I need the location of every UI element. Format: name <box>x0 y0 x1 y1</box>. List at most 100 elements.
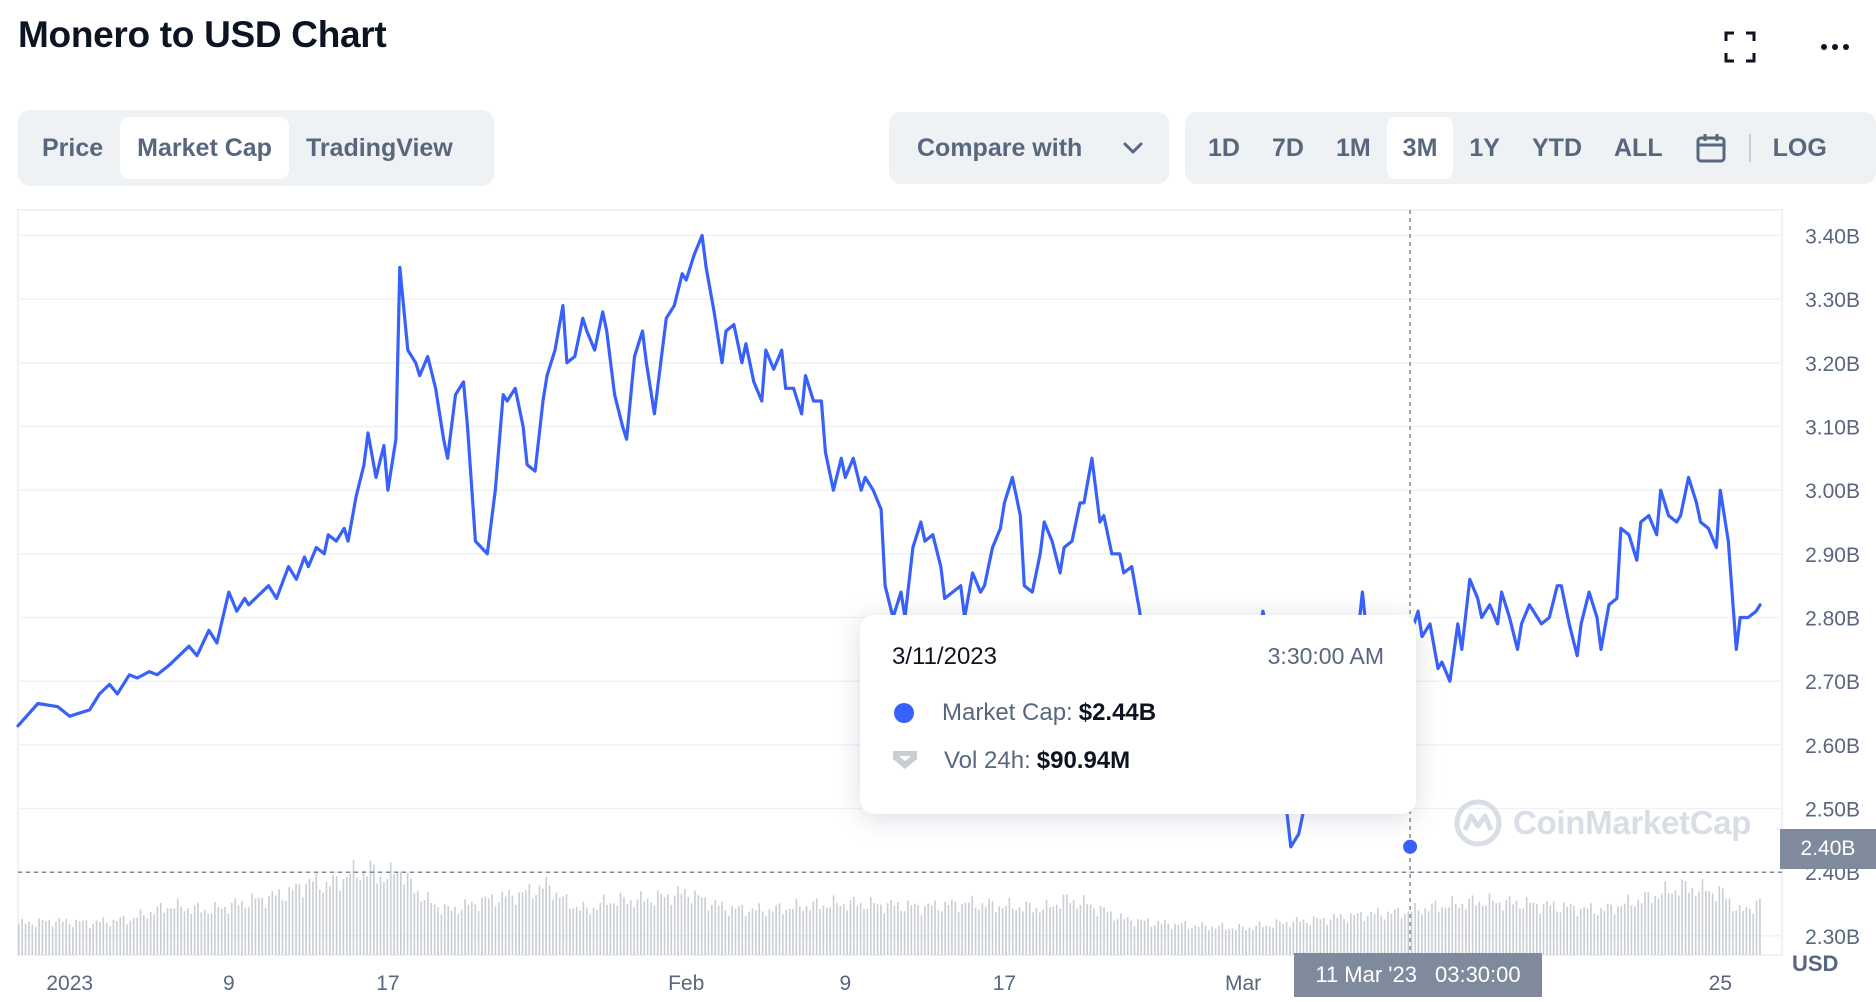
volume-bar <box>812 901 815 955</box>
volume-bar <box>1177 924 1180 955</box>
log-scale-toggle[interactable]: LOG <box>1772 133 1827 162</box>
volume-bar <box>207 913 209 955</box>
more-button[interactable] <box>1813 25 1857 69</box>
volume-bar <box>308 878 311 955</box>
y-tick-label: 2.80B <box>1805 608 1860 631</box>
market-cap-chart[interactable]: 2.30B 2.40B 2.50B 2.60B 2.70B 2.80B 2.90B 3.00B… <box>0 200 1876 1002</box>
range-3m[interactable]: 3M <box>1386 117 1454 179</box>
volume-bar <box>119 917 122 955</box>
volume-bar <box>58 917 61 955</box>
volume-bar <box>197 902 199 955</box>
x-tick-label: 17 <box>993 972 1016 995</box>
volume-bar <box>234 898 236 955</box>
range-7d[interactable]: 7D <box>1271 133 1304 162</box>
volume-bar <box>1211 926 1214 955</box>
volume-bar <box>1187 928 1190 955</box>
volume-bar <box>21 918 23 955</box>
volume-bar <box>1732 911 1734 955</box>
market-cap-line <box>16 233 1762 849</box>
volume-bar <box>474 904 477 955</box>
volume-bar <box>109 926 111 955</box>
volume-bar <box>555 892 558 955</box>
tab-market-cap[interactable]: Market Cap <box>120 117 289 179</box>
volume-bar <box>937 910 940 955</box>
volume-bar <box>1360 912 1362 955</box>
volume-bar <box>755 910 757 955</box>
volume-bar <box>849 900 852 955</box>
volume-bar <box>1468 899 1470 955</box>
fullscreen-button[interactable] <box>1718 25 1762 69</box>
volume-bar <box>1617 906 1619 955</box>
volume-bar <box>650 902 652 955</box>
volume-bar <box>751 908 754 955</box>
date-range-button[interactable] <box>1679 117 1743 179</box>
volume-bar <box>761 911 764 955</box>
range-1y[interactable]: 1Y <box>1469 133 1500 162</box>
volume-bar <box>1062 894 1065 955</box>
volume-bar <box>592 907 595 955</box>
volume-bar <box>839 906 842 955</box>
volume-bar <box>102 917 105 955</box>
volume-bar <box>636 899 639 955</box>
volume-bar <box>1241 926 1244 955</box>
volume-bar <box>643 901 646 955</box>
volume-bar <box>1627 894 1629 955</box>
volume-bar <box>105 922 108 955</box>
volume-bar <box>1448 907 1450 955</box>
volume-bar <box>731 906 733 955</box>
volume-bar <box>1008 897 1011 955</box>
volume-bar <box>525 890 527 955</box>
volume-bar <box>1437 911 1440 955</box>
volume-bar <box>190 913 193 955</box>
volume-bar <box>1282 924 1285 955</box>
volume-bar <box>28 921 30 955</box>
volume-bar <box>34 926 37 955</box>
tab-tradingview[interactable]: TradingView <box>305 133 453 162</box>
volume-bar <box>589 914 591 955</box>
y-tick-label: 3.10B <box>1805 416 1860 439</box>
volume-bar <box>1082 895 1085 955</box>
range-1m[interactable]: 1M <box>1335 133 1371 162</box>
volume-bar <box>247 907 250 955</box>
volume-bar <box>447 906 449 955</box>
volume-bar <box>897 902 899 955</box>
range-all[interactable]: ALL <box>1614 133 1663 162</box>
volume-bar <box>1410 911 1413 955</box>
volume-bar <box>545 876 548 955</box>
volume-bar <box>1397 907 1399 955</box>
x-tick-label: 2023 <box>46 972 93 995</box>
range-1d[interactable]: 1D <box>1208 133 1240 162</box>
volume-bar <box>913 903 916 955</box>
volume-bar <box>1404 913 1406 955</box>
market-cap-dot-icon <box>894 703 914 723</box>
volume-bar <box>815 898 818 955</box>
volume-bar <box>1353 914 1356 955</box>
volume-bar <box>1228 929 1230 955</box>
volume-bar <box>1691 888 1694 955</box>
volume-bar <box>1721 888 1724 955</box>
volume-bar <box>146 918 149 955</box>
range-ytd[interactable]: YTD <box>1532 133 1582 162</box>
volume-bar <box>771 911 774 955</box>
tooltip-date: 3/11/2023 <box>892 643 997 670</box>
volume-bar <box>1363 921 1366 955</box>
volume-bar <box>143 915 145 955</box>
volume-bar <box>1519 908 1521 955</box>
volume-bar <box>1197 927 1200 955</box>
tooltip-volume-label: Vol 24h: <box>944 747 1031 774</box>
compare-with-dropdown[interactable]: Compare with <box>889 112 1169 184</box>
volume-bar <box>31 924 34 955</box>
volume-bar <box>389 862 392 955</box>
volume-bar <box>829 907 832 955</box>
chevron-down-icon <box>1123 142 1143 154</box>
volume-bar <box>1302 919 1305 955</box>
volume-bar <box>582 901 585 955</box>
volume-bar <box>1096 915 1099 955</box>
tab-price[interactable]: Price <box>42 133 104 162</box>
volume-bar <box>1032 912 1034 955</box>
volume-bar <box>1606 903 1609 955</box>
y-tick-label: 3.40B <box>1805 225 1860 248</box>
volume-bar <box>1529 902 1531 955</box>
x-tick-label: 17 <box>376 972 399 995</box>
volume-bar <box>974 907 977 955</box>
